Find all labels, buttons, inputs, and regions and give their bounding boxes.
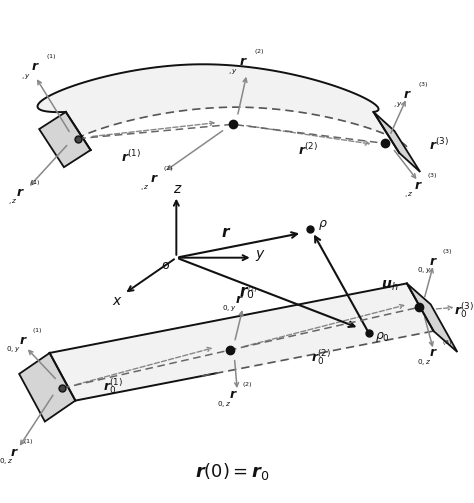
- Text: $\boldsymbol{r}$: $\boldsymbol{r}$: [31, 60, 40, 73]
- Text: $\boldsymbol{r}$: $\boldsymbol{r}$: [229, 388, 238, 401]
- Text: $\boldsymbol{r}$: $\boldsymbol{r}$: [414, 179, 423, 192]
- Text: $\rho_0$: $\rho_0$: [374, 330, 390, 344]
- Text: $_{0,y}$: $_{0,y}$: [222, 304, 237, 314]
- Text: $\boldsymbol{r}$: $\boldsymbol{r}$: [429, 347, 438, 360]
- Text: $\boldsymbol{r}$: $\boldsymbol{r}$: [238, 55, 247, 68]
- Text: $^{(1)}$: $^{(1)}$: [23, 439, 34, 448]
- Text: $^{(2)}$: $^{(2)}$: [247, 287, 258, 296]
- Text: $\boldsymbol{r}$: $\boldsymbol{r}$: [16, 187, 25, 199]
- Polygon shape: [50, 283, 434, 400]
- Text: $\boldsymbol{r}$: $\boldsymbol{r}$: [221, 225, 231, 240]
- Text: $^{(3)}$: $^{(3)}$: [427, 172, 438, 181]
- Text: $\boldsymbol{r}$: $\boldsymbol{r}$: [235, 293, 244, 306]
- Text: $\rho$: $\rho$: [318, 218, 328, 232]
- Text: $_{,y}$: $_{,y}$: [393, 99, 403, 109]
- Text: $_{,y}$: $_{,y}$: [228, 66, 238, 76]
- Text: $^{(1)}$: $^{(1)}$: [30, 180, 41, 189]
- Text: $\boldsymbol{r}^{(1)}$: $\boldsymbol{r}^{(1)}$: [120, 149, 141, 164]
- Text: $\boldsymbol{u}_h$: $\boldsymbol{u}_h$: [381, 278, 399, 293]
- Text: $^{(1)}$: $^{(1)}$: [46, 53, 57, 62]
- Text: $\boldsymbol{r}^{(3)}$: $\boldsymbol{r}^{(3)}$: [429, 137, 449, 153]
- Text: $_{0,z}$: $_{0,z}$: [217, 399, 231, 410]
- Text: $^{(2)}$: $^{(2)}$: [254, 48, 264, 57]
- Polygon shape: [37, 64, 408, 153]
- Text: $^{(3)}$: $^{(3)}$: [442, 248, 452, 258]
- Text: $\boldsymbol{r}$: $\boldsymbol{r}$: [429, 255, 438, 268]
- Text: $\boldsymbol{r}$: $\boldsymbol{r}$: [10, 446, 19, 459]
- Text: $_{,z}$: $_{,z}$: [8, 198, 18, 207]
- Text: $\boldsymbol{r}^{(2)}$: $\boldsymbol{r}^{(2)}$: [298, 142, 318, 158]
- Text: $x$: $x$: [112, 294, 123, 307]
- Text: $^{(2)}$: $^{(2)}$: [164, 165, 174, 175]
- Text: $z$: $z$: [173, 182, 183, 196]
- Text: $\boldsymbol{r}_0^{(3)}$: $\boldsymbol{r}_0^{(3)}$: [455, 300, 474, 320]
- Text: $_{,z}$: $_{,z}$: [140, 183, 150, 193]
- Text: $\boldsymbol{r}_0$: $\boldsymbol{r}_0$: [239, 285, 255, 301]
- Polygon shape: [19, 353, 75, 422]
- Text: $_{0,y}$: $_{0,y}$: [6, 345, 21, 355]
- Text: $_{0,z}$: $_{0,z}$: [0, 456, 13, 467]
- Text: $\boldsymbol{r}(0) = \boldsymbol{r}_0$: $\boldsymbol{r}(0) = \boldsymbol{r}_0$: [195, 461, 270, 481]
- Text: $^{(1)}$: $^{(1)}$: [32, 327, 43, 337]
- Text: $\boldsymbol{r}_0^{(1)}$: $\boldsymbol{r}_0^{(1)}$: [103, 377, 123, 396]
- Text: o: o: [161, 259, 169, 272]
- Text: $\boldsymbol{r}$: $\boldsymbol{r}$: [150, 172, 159, 185]
- Text: $\boldsymbol{r}$: $\boldsymbol{r}$: [18, 334, 27, 347]
- Text: $_{,y}$: $_{,y}$: [21, 71, 31, 81]
- Text: $^{(3)}$: $^{(3)}$: [442, 340, 452, 349]
- Text: $_{0,z}$: $_{0,z}$: [417, 357, 431, 368]
- Text: $y$: $y$: [255, 248, 265, 263]
- Polygon shape: [39, 112, 91, 167]
- Text: $_{0,y}$: $_{0,y}$: [417, 266, 431, 276]
- Text: $_{,z}$: $_{,z}$: [404, 190, 414, 200]
- Text: $\boldsymbol{r}$: $\boldsymbol{r}$: [403, 89, 412, 101]
- Text: $\boldsymbol{r}_0^{(2)}$: $\boldsymbol{r}_0^{(2)}$: [311, 348, 331, 368]
- Text: $^{(3)}$: $^{(3)}$: [418, 81, 428, 91]
- Text: $^{(2)}$: $^{(2)}$: [242, 382, 252, 391]
- Polygon shape: [374, 112, 420, 172]
- Polygon shape: [407, 283, 457, 352]
